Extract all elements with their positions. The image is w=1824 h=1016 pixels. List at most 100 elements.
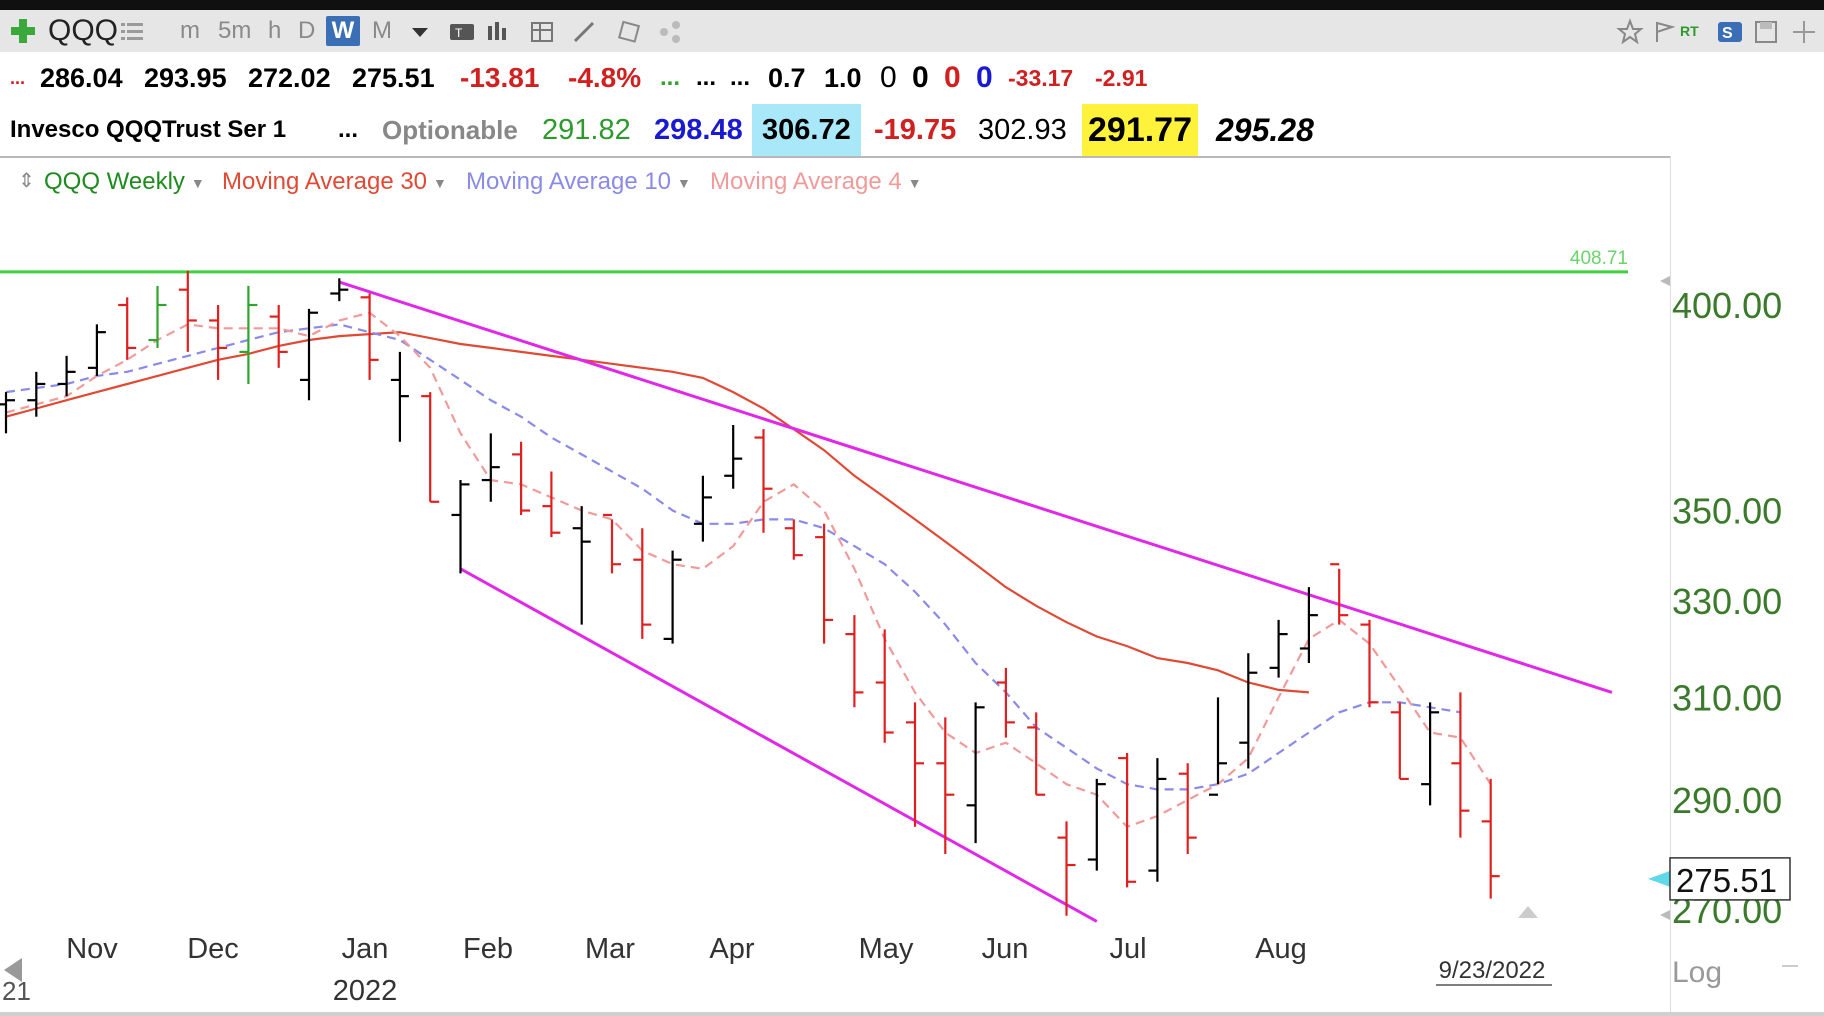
quote-p5: 302.93 — [978, 114, 1067, 146]
last-price-pointer-icon — [1648, 870, 1670, 887]
price-axis-divider — [1670, 156, 1671, 1016]
share-icon[interactable] — [656, 18, 684, 46]
scroll-up-icon — [1518, 906, 1538, 918]
quote-p3: 306.72 — [752, 104, 861, 156]
quote-change-pct: -4.8% — [568, 62, 642, 93]
y-tick-label: 310.00 — [1672, 677, 1782, 718]
x-tick-label: Aug — [1255, 933, 1307, 965]
upper-trendline — [338, 280, 1613, 694]
ma4-line — [5, 311, 1492, 829]
x-tick-label: Jan — [342, 933, 389, 965]
text-tool-icon[interactable]: T — [448, 18, 476, 46]
crosshair-icon[interactable] — [1790, 18, 1818, 46]
legend-main-label: QQQ Weekly — [44, 168, 185, 195]
quote-low: 272.02 — [248, 63, 331, 93]
last-price-box — [1669, 857, 1791, 901]
quote-dots-b: ... — [730, 64, 751, 91]
toolbar: QQQ m 5m h D W M T RT S — [0, 10, 1824, 53]
legend-ma4[interactable]: Moving Average 4 ▼ — [710, 168, 922, 196]
header-divider — [0, 156, 1670, 158]
legend-ma30-label: Moving Average 30 — [222, 168, 428, 195]
interval-d[interactable]: D — [298, 17, 316, 44]
window-bottom-border — [0, 1012, 1824, 1016]
quote-p2: 298.48 — [654, 114, 743, 146]
quote-dots-a: ... — [696, 64, 717, 91]
quote-z1: 0 — [880, 61, 897, 94]
lower-trendline — [459, 567, 1098, 923]
chevron-down-icon: ▼ — [433, 174, 447, 191]
quote-dots-left: ... — [10, 68, 26, 88]
quote-change: -13.81 — [460, 62, 540, 93]
legend-drag-handle[interactable]: ⇕ — [18, 170, 35, 192]
legend-ma4-label: Moving Average 4 — [710, 168, 902, 195]
s-icon[interactable]: S — [1716, 18, 1744, 46]
interval-h[interactable]: h — [268, 17, 282, 44]
indicator-icon[interactable] — [528, 18, 556, 46]
scroll-left-icon — [4, 958, 22, 982]
current-date-label: 9/23/2022 — [1439, 957, 1546, 984]
interval-month[interactable]: M — [372, 17, 392, 44]
list-icon[interactable] — [118, 18, 146, 46]
quote-red1: -33.17 — [1008, 65, 1074, 91]
x-tick-label: Feb — [463, 933, 513, 965]
corner-year-label: 21 — [2, 976, 31, 1006]
x-tick-label: Apr — [709, 933, 754, 965]
save-icon[interactable] — [1752, 18, 1780, 46]
quote-row-details: Invesco QQQTrust Ser 1 ... Optionable 29… — [0, 104, 1824, 156]
legend-main[interactable]: QQQ Weekly ▼ — [44, 168, 205, 196]
legend-ma10-label: Moving Average 10 — [466, 168, 672, 195]
year-label: 2022 — [333, 975, 398, 1007]
drawing-tools-icon[interactable] — [616, 18, 644, 46]
quote-p4: -19.75 — [874, 114, 957, 146]
quote-row-prices: ... 286.04 293.95 272.02 275.51 -13.81 -… — [0, 52, 1824, 104]
chevron-down-icon: ▼ — [677, 174, 691, 191]
quote-high: 293.95 — [144, 63, 227, 93]
quote-z4: 0 — [976, 61, 993, 94]
add-symbol-icon[interactable] — [8, 16, 38, 46]
svg-text:T: T — [455, 26, 463, 40]
ma30-line — [5, 331, 1309, 694]
x-tick-label: Jun — [982, 933, 1029, 965]
y-tick-label: 350.00 — [1672, 491, 1782, 532]
log-scale-toggle: Log — [1672, 956, 1722, 989]
window-top-strip — [0, 0, 1824, 10]
quote-z2: 0 — [912, 61, 929, 94]
x-tick-label: Jul — [1109, 933, 1146, 965]
resistance-line-label: 408.71 — [1570, 248, 1628, 269]
y-tick-label: 330.00 — [1672, 581, 1782, 622]
dropdown-icon[interactable] — [406, 18, 434, 46]
interval-m[interactable]: m — [180, 17, 200, 44]
chevron-down-icon: ▼ — [190, 174, 205, 191]
axis-marker-icon — [1660, 276, 1670, 286]
x-tick-label: Dec — [187, 933, 239, 965]
quote-green-dots: ... — [660, 64, 681, 91]
bar-style-icon[interactable] — [484, 18, 512, 46]
security-dots: ... — [338, 116, 359, 143]
quote-v2: 1.0 — [824, 63, 862, 93]
quote-last: 275.51 — [352, 63, 435, 93]
star-icon[interactable] — [1616, 18, 1644, 46]
y-tick-label: 400.00 — [1672, 285, 1782, 326]
x-tick-label: May — [859, 933, 914, 965]
interval-w-active[interactable]: W — [326, 16, 360, 46]
y-tick-label: 290.00 — [1672, 780, 1782, 821]
draw-icon[interactable] — [570, 18, 598, 46]
quote-open: 286.04 — [40, 63, 123, 93]
flag-icon[interactable] — [1650, 18, 1678, 46]
quote-p1: 291.82 — [542, 114, 631, 146]
quote-p6: 291.77 — [1082, 104, 1198, 156]
x-tick-label: Nov — [66, 933, 118, 965]
quote-v1: 0.7 — [768, 63, 806, 93]
legend-ma30[interactable]: Moving Average 30 ▼ — [222, 168, 447, 196]
interval-5m[interactable]: 5m — [218, 17, 252, 44]
legend-ma10[interactable]: Moving Average 10 ▼ — [466, 168, 691, 196]
quote-p7: 295.28 — [1216, 112, 1314, 148]
rt-toggle[interactable]: RT — [1680, 23, 1699, 39]
quote-z3: 0 — [944, 61, 961, 94]
symbol-field[interactable]: QQQ — [48, 14, 119, 47]
x-tick-label: Mar — [585, 933, 635, 965]
svg-text:S: S — [1722, 25, 1733, 42]
chart-legend: ⇕ QQQ Weekly ▼ Moving Average 30 ▼ Moving … — [0, 158, 1670, 208]
chevron-down-icon: ▼ — [907, 174, 922, 191]
